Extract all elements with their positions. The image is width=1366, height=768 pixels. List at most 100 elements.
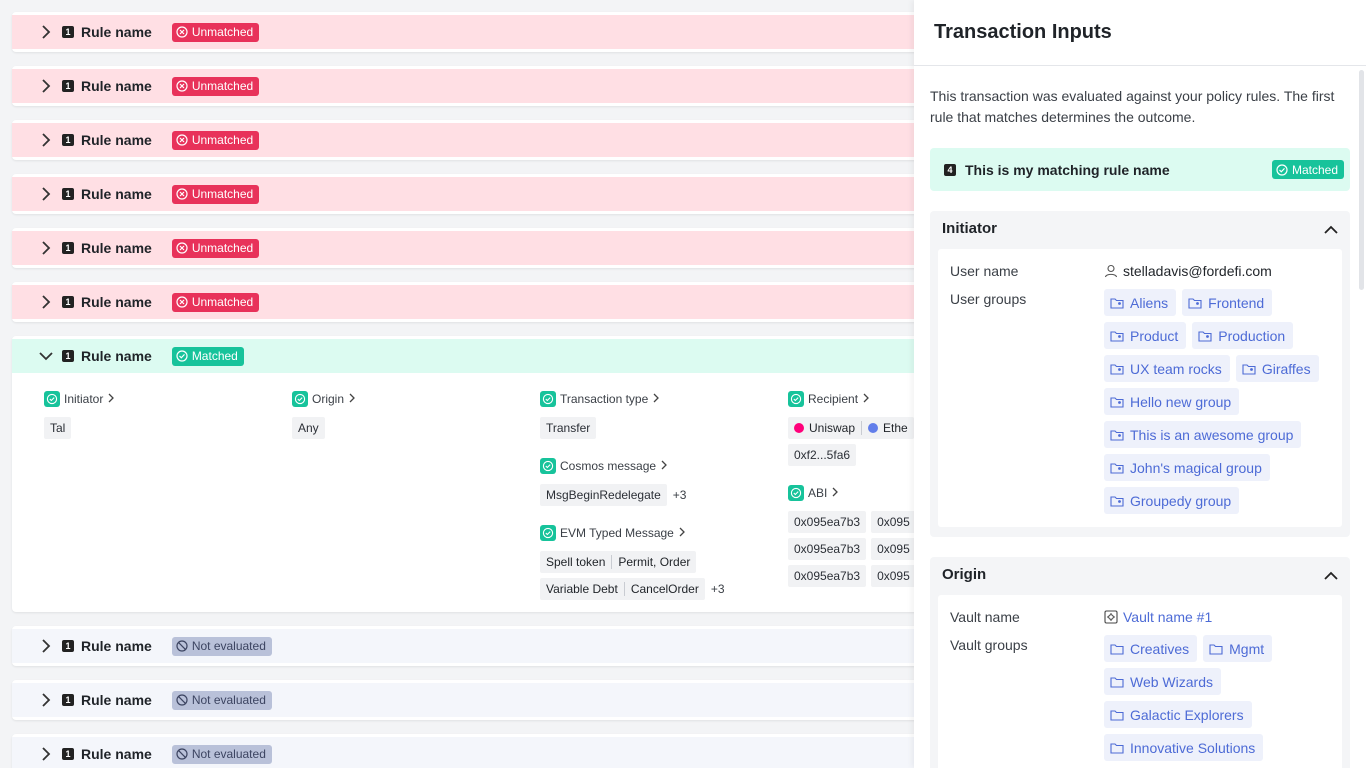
user-group-tag[interactable]: Frontend bbox=[1182, 289, 1273, 316]
user-name-value: stelladavis@fordefi.com bbox=[1104, 263, 1272, 279]
criterion-origin: Origin Any bbox=[292, 390, 355, 439]
section-header[interactable]: Origin bbox=[930, 557, 1350, 591]
chevron-right-icon bbox=[832, 486, 839, 500]
abi-value: 0x095 bbox=[871, 538, 914, 560]
chevron-right-icon bbox=[679, 526, 685, 540]
folder-user-icon bbox=[1110, 363, 1124, 375]
rule-row[interactable]: 1 Rule name Not evaluated bbox=[12, 680, 914, 720]
user-group-tag[interactable]: Product bbox=[1104, 322, 1187, 349]
rule-row[interactable]: 1 Rule name Unmatched bbox=[12, 120, 914, 160]
rule-row[interactable]: 1 Rule name Not evaluated bbox=[12, 626, 914, 666]
status-badge: Unmatched bbox=[171, 292, 260, 312]
criterion-evm-typed-message[interactable]: EVM Typed Message bbox=[540, 524, 725, 542]
rule-row[interactable]: 1 Rule name Unmatched bbox=[12, 66, 914, 106]
check-icon bbox=[292, 391, 308, 407]
evm-message-chip: Spell token Permit, Order bbox=[540, 551, 697, 573]
rule-row[interactable]: 1 Rule name Not evaluated bbox=[12, 734, 914, 768]
x-circle-icon bbox=[176, 242, 188, 254]
user-name-label: User name bbox=[950, 263, 1019, 279]
scrollbar[interactable] bbox=[1359, 70, 1364, 290]
chevron-right-icon[interactable] bbox=[38, 638, 54, 654]
folder-user-icon bbox=[1110, 462, 1124, 474]
criterion-abi[interactable]: ABI bbox=[788, 484, 914, 502]
rule-name: Rule name bbox=[81, 132, 152, 148]
user-group-tag[interactable]: Groupedy group bbox=[1104, 487, 1240, 514]
rule-number: 1 bbox=[62, 350, 74, 362]
rule-name: Rule name bbox=[81, 294, 152, 310]
rule-name: Rule name bbox=[81, 348, 152, 364]
chevron-right-icon bbox=[661, 459, 667, 473]
rule-number: 1 bbox=[62, 188, 74, 200]
criterion-header[interactable]: Origin bbox=[292, 390, 355, 408]
folder-icon bbox=[1209, 643, 1223, 655]
chevron-right-icon bbox=[863, 392, 869, 406]
user-group-tag[interactable]: UX team rocks bbox=[1104, 355, 1230, 382]
x-circle-icon bbox=[176, 80, 188, 92]
criterion-recipient: Recipient Uniswap Ethe 0xf2...5fa6 ABI 0… bbox=[788, 390, 914, 587]
chevron-right-icon bbox=[108, 392, 115, 406]
folder-user-icon bbox=[1110, 330, 1124, 342]
folder-icon bbox=[1110, 709, 1124, 721]
rule-name: Rule name bbox=[81, 24, 152, 40]
chevron-up-icon[interactable] bbox=[1324, 221, 1338, 238]
vault-group-tag[interactable]: Web Wizards bbox=[1104, 668, 1221, 695]
user-group-tag[interactable]: Aliens bbox=[1104, 289, 1177, 316]
check-icon bbox=[540, 525, 556, 541]
origin-section: Origin Vault name Vault name #1 Vault gr… bbox=[930, 557, 1350, 768]
chevron-right-icon[interactable] bbox=[38, 746, 54, 762]
chevron-right-icon[interactable] bbox=[38, 132, 54, 148]
chevron-down-icon[interactable] bbox=[38, 348, 54, 364]
vault-group-tag[interactable]: Innovative Solutions bbox=[1104, 734, 1264, 761]
status-badge: Not evaluated bbox=[171, 690, 272, 710]
chevron-right-icon[interactable] bbox=[38, 186, 54, 202]
vault-group-tag[interactable]: Creatives bbox=[1104, 635, 1198, 662]
abi-value: 0x095ea7b3 bbox=[788, 511, 867, 533]
more-count[interactable]: +3 bbox=[710, 582, 725, 596]
user-group-tag[interactable]: This is an awesome group bbox=[1104, 421, 1302, 448]
folder-icon bbox=[1110, 742, 1124, 754]
ban-icon bbox=[176, 694, 188, 706]
user-group-tag[interactable]: Giraffes bbox=[1235, 355, 1319, 382]
criterion-cosmos-message[interactable]: Cosmos message bbox=[540, 457, 725, 475]
recipient-chip: Uniswap Ethe bbox=[788, 417, 914, 439]
rule-row[interactable]: 1 Rule name Unmatched bbox=[12, 228, 914, 268]
rule-row[interactable]: 1 Rule name Unmatched bbox=[12, 282, 914, 322]
rule-row[interactable]: 1 Rule name Unmatched bbox=[12, 12, 914, 52]
rule-row-expanded[interactable]: 1 Rule name Matched Initiator Tal Origin bbox=[12, 336, 914, 612]
user-group-tag[interactable]: Production bbox=[1192, 322, 1294, 349]
rule-number: 1 bbox=[62, 26, 74, 38]
more-count[interactable]: +3 bbox=[672, 488, 687, 502]
rule-number: 1 bbox=[62, 242, 74, 254]
rule-name: Rule name bbox=[81, 240, 152, 256]
chevron-right-icon[interactable] bbox=[38, 692, 54, 708]
check-icon bbox=[540, 391, 556, 407]
criterion-header[interactable]: Transaction type bbox=[540, 390, 725, 408]
vault-name-link[interactable]: Vault name #1 bbox=[1104, 609, 1212, 625]
matching-rule[interactable]: 4 This is my matching rule name Matched bbox=[930, 148, 1350, 191]
status-badge: Unmatched bbox=[171, 238, 260, 258]
vault-group-tag[interactable]: Galactic Explorers bbox=[1104, 701, 1252, 728]
abi-value: 0x095ea7b3 bbox=[788, 565, 867, 587]
origin-value: Any bbox=[292, 417, 325, 439]
folder-user-icon bbox=[1110, 396, 1124, 408]
ban-icon bbox=[176, 640, 188, 652]
chevron-up-icon[interactable] bbox=[1324, 567, 1338, 584]
chevron-right-icon[interactable] bbox=[38, 24, 54, 40]
criterion-header[interactable]: Recipient bbox=[788, 390, 914, 408]
user-group-tag[interactable]: John's magical group bbox=[1104, 454, 1270, 481]
check-icon bbox=[44, 391, 60, 407]
transaction-inputs-panel: Transaction Inputs This transaction was … bbox=[914, 0, 1366, 768]
chevron-right-icon[interactable] bbox=[38, 294, 54, 310]
status-badge: Unmatched bbox=[171, 130, 260, 150]
vault-groups-label: Vault groups bbox=[950, 637, 1028, 653]
rule-details: Initiator Tal Origin Any Transaction typ… bbox=[12, 376, 914, 612]
abi-value: 0x095 bbox=[871, 511, 914, 533]
rule-row[interactable]: 1 Rule name Unmatched bbox=[12, 174, 914, 214]
chevron-right-icon[interactable] bbox=[38, 240, 54, 256]
chevron-right-icon[interactable] bbox=[38, 78, 54, 94]
criterion-header[interactable]: Initiator bbox=[44, 390, 115, 408]
uniswap-icon bbox=[794, 423, 804, 433]
vault-group-tag[interactable]: Mgmt bbox=[1203, 635, 1273, 662]
section-header[interactable]: Initiator bbox=[930, 211, 1350, 245]
user-group-tag[interactable]: Hello new group bbox=[1104, 388, 1240, 415]
